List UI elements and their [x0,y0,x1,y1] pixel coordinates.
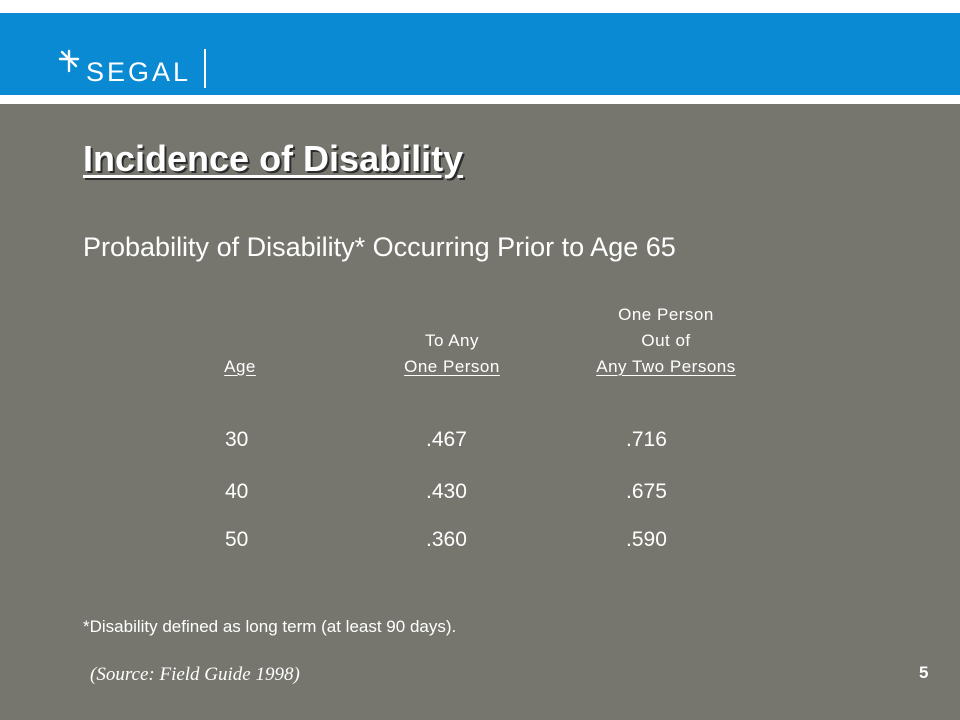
column-header-line: Age [224,357,256,376]
cell-age: 30 [225,428,249,451]
cell-age: 40 [225,480,249,503]
column-header-line: One Person [404,357,500,376]
source-citation: (Source: Field Guide 1998) [90,664,300,685]
banner-rule [0,95,960,104]
column-header-line: To Any [424,331,480,350]
cell-one-of-two: .675 [626,480,667,503]
logo-text: SEGAL [86,57,192,87]
footnote: *Disability defined as long term (at lea… [83,617,457,636]
cell-age: 50 [225,528,249,551]
top-border [0,0,960,13]
page-number: 5 [919,663,929,682]
slide-subtitle: Probability of Disability* Occurring Pri… [83,232,676,262]
header-banner: SEGAL [0,13,960,95]
table-row: 40 .430 .675 [0,480,960,510]
logo-divider [204,49,206,88]
column-header-one-of-two: One Person Out of Any Two Persons [566,302,766,380]
column-header-line: Out of [641,331,691,350]
cell-any-one-person: .430 [426,480,467,503]
column-header-line: One Person [618,305,714,324]
column-header-line: Any Two Persons [596,357,736,376]
cell-any-one-person: .467 [426,428,467,451]
cell-one-of-two: .590 [626,528,667,551]
cell-one-of-two: .716 [626,428,667,451]
table-row: 30 .467 .716 [0,428,960,458]
column-header-age: Age [210,354,270,380]
star-logo-icon [58,49,80,73]
table-row: 50 .360 .590 [0,528,960,558]
cell-any-one-person: .360 [426,528,467,551]
slide-title: Incidence of Disability [83,138,464,179]
column-header-any-one-person: To Any One Person [372,328,532,380]
